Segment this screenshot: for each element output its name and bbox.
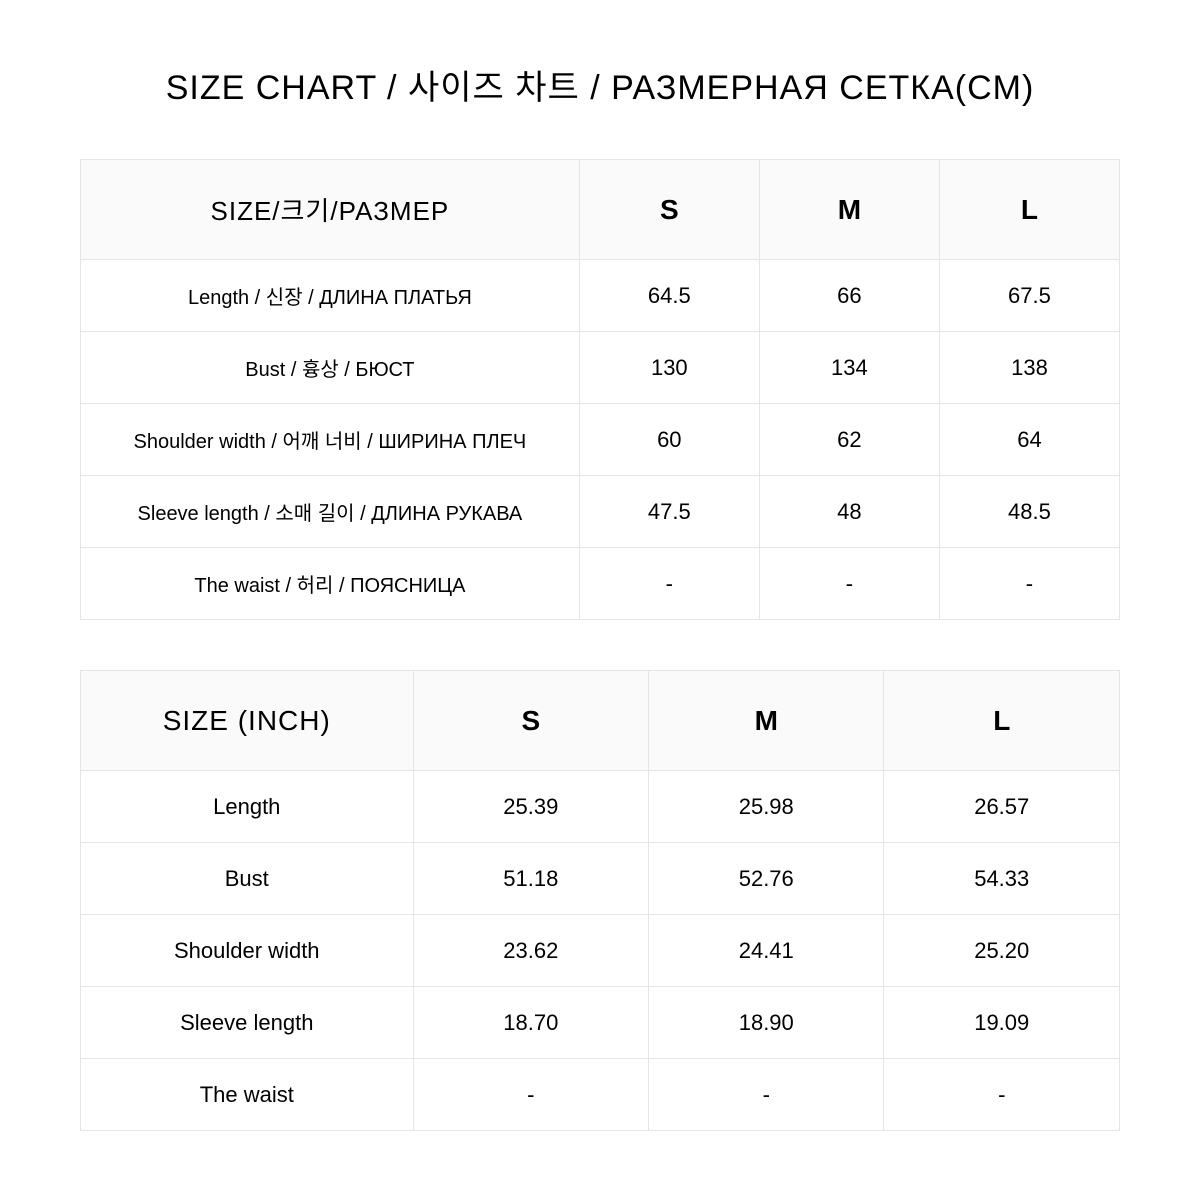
size-col-l: L	[939, 160, 1119, 260]
cell: -	[649, 1059, 884, 1131]
size-header-label: SIZE (INCH)	[81, 671, 414, 771]
cell: 67.5	[939, 260, 1119, 332]
size-col-l: L	[884, 671, 1120, 771]
row-label: The waist	[81, 1059, 414, 1131]
table-row: Sleeve length / 소매 길이 / ДЛИНА РУКАВА 47.…	[81, 476, 1120, 548]
row-label: Length / 신장 / ДЛИНА ПЛАТЬЯ	[81, 260, 580, 332]
cell: -	[579, 548, 759, 620]
cell: 25.98	[649, 771, 884, 843]
row-label: Sleeve length	[81, 987, 414, 1059]
row-label: Sleeve length / 소매 길이 / ДЛИНА РУКАВА	[81, 476, 580, 548]
table-row: Bust / 흉상 / БЮСТ 130 134 138	[81, 332, 1120, 404]
size-header-label: SIZE/크기/РАЗМЕР	[81, 160, 580, 260]
cell: 48	[759, 476, 939, 548]
cell: 134	[759, 332, 939, 404]
size-chart-inch-table: SIZE (INCH) S M L Length 25.39 25.98 26.…	[80, 670, 1120, 1131]
cell: 25.20	[884, 915, 1120, 987]
cell: 130	[579, 332, 759, 404]
table-row: Length 25.39 25.98 26.57	[81, 771, 1120, 843]
size-col-s: S	[413, 671, 648, 771]
row-label: Shoulder width	[81, 915, 414, 987]
cell: 24.41	[649, 915, 884, 987]
cell: 64.5	[579, 260, 759, 332]
cell: 18.70	[413, 987, 648, 1059]
cell: 48.5	[939, 476, 1119, 548]
cell: 138	[939, 332, 1119, 404]
cell: 25.39	[413, 771, 648, 843]
cell: 66	[759, 260, 939, 332]
cell: -	[759, 548, 939, 620]
row-label: Bust	[81, 843, 414, 915]
table-row: The waist - - -	[81, 1059, 1120, 1131]
size-col-m: M	[649, 671, 884, 771]
row-label: Length	[81, 771, 414, 843]
cell: 18.90	[649, 987, 884, 1059]
row-label: The waist / 허리 / ПОЯСНИЦА	[81, 548, 580, 620]
row-label: Bust / 흉상 / БЮСТ	[81, 332, 580, 404]
page-title: SIZE CHART / 사이즈 차트 / РАЗМЕРНАЯ СЕТКА(CM…	[80, 60, 1120, 109]
row-label: Shoulder width / 어깨 너비 / ШИРИНА ПЛЕЧ	[81, 404, 580, 476]
cell: 26.57	[884, 771, 1120, 843]
cell: 19.09	[884, 987, 1120, 1059]
cell: -	[939, 548, 1119, 620]
cell: -	[884, 1059, 1120, 1131]
table-row: The waist / 허리 / ПОЯСНИЦА - - -	[81, 548, 1120, 620]
size-col-s: S	[579, 160, 759, 260]
table-row: Bust 51.18 52.76 54.33	[81, 843, 1120, 915]
cell: 60	[579, 404, 759, 476]
size-chart-cm-table: SIZE/크기/РАЗМЕР S M L Length / 신장 / ДЛИНА…	[80, 159, 1120, 620]
table-row: Shoulder width 23.62 24.41 25.20	[81, 915, 1120, 987]
table-row: Length / 신장 / ДЛИНА ПЛАТЬЯ 64.5 66 67.5	[81, 260, 1120, 332]
cell: 62	[759, 404, 939, 476]
cell: 51.18	[413, 843, 648, 915]
cell: -	[413, 1059, 648, 1131]
table-header-row: SIZE/크기/РАЗМЕР S M L	[81, 160, 1120, 260]
cell: 54.33	[884, 843, 1120, 915]
table-header-row: SIZE (INCH) S M L	[81, 671, 1120, 771]
cell: 47.5	[579, 476, 759, 548]
table-row: Sleeve length 18.70 18.90 19.09	[81, 987, 1120, 1059]
size-col-m: M	[759, 160, 939, 260]
table-row: Shoulder width / 어깨 너비 / ШИРИНА ПЛЕЧ 60 …	[81, 404, 1120, 476]
cell: 64	[939, 404, 1119, 476]
cell: 52.76	[649, 843, 884, 915]
cell: 23.62	[413, 915, 648, 987]
